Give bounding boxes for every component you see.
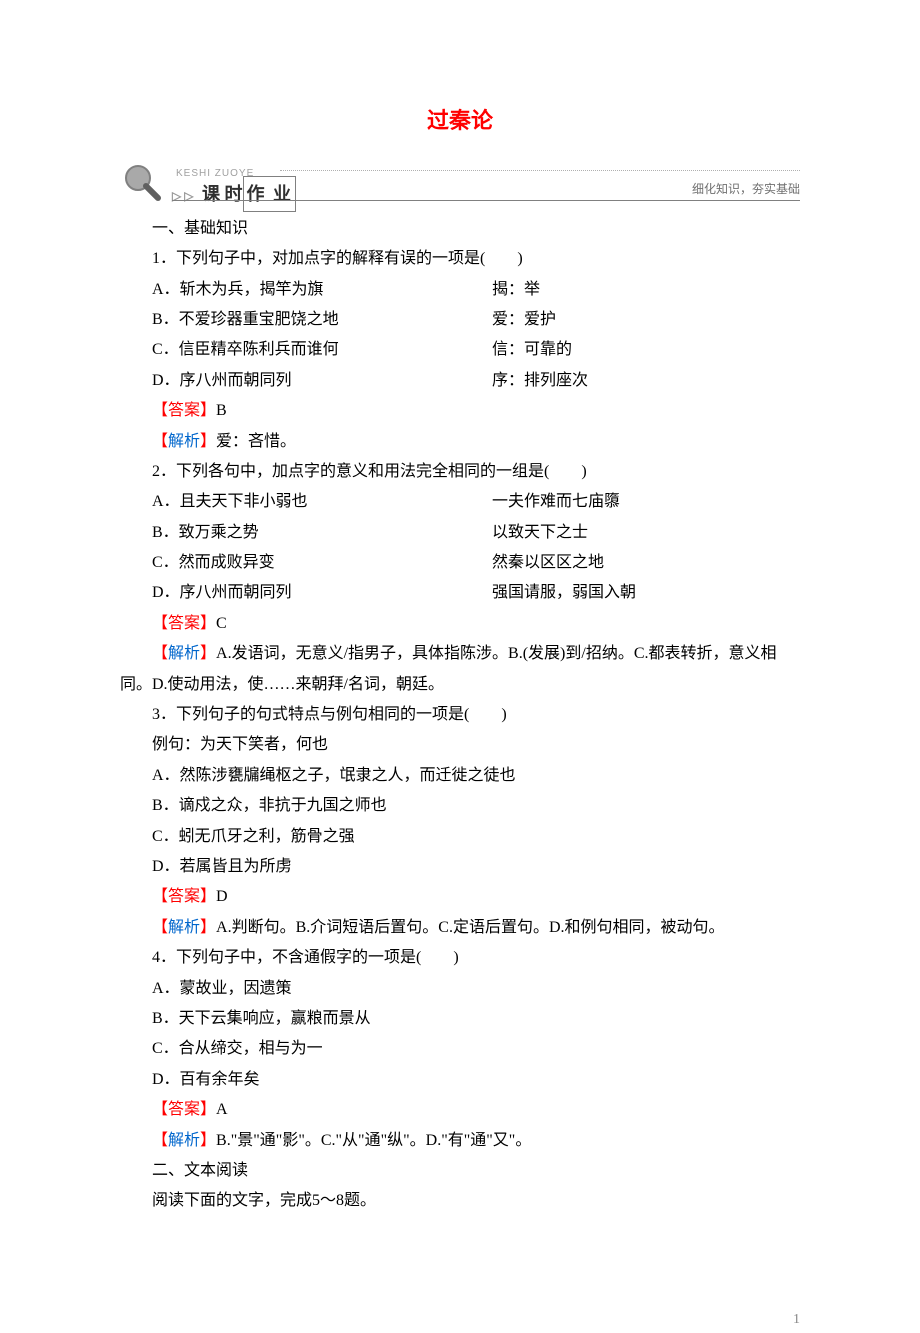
document-title: 过秦论 <box>120 100 800 142</box>
option-row: A．斩木为兵，揭竿为旗 揭：举 <box>120 275 800 305</box>
banner-label-part1: 课 时 <box>202 184 243 204</box>
banner-underline <box>172 200 800 201</box>
banner-label: ▷ ▷ 课 时作 业 <box>172 176 297 212</box>
analysis-text: B."景"通"影"。C."从"通"纵"。D."有"通"又"。 <box>216 1132 531 1149</box>
option-right: 序：排列座次 <box>460 366 800 396</box>
jiexi-bracket: 【 <box>152 919 168 936</box>
option-right: 一夫作难而七庙隳 <box>460 487 800 517</box>
jiexi-bracket: 】 <box>200 919 216 936</box>
answer-value: D <box>216 888 228 905</box>
jiexi-bracket: 】 <box>200 645 216 662</box>
option-row: D．序八州而朝同列 序：排列座次 <box>120 366 800 396</box>
banner-subtitle: 细化知识，夯实基础 <box>692 178 800 201</box>
answer-value: A <box>216 1101 228 1118</box>
jiexi-word: 解析 <box>168 433 200 450</box>
jiexi-bracket: 】 <box>200 1132 216 1149</box>
option-left: D．序八州而朝同列 <box>120 366 460 396</box>
jiexi-bracket: 【 <box>152 645 168 662</box>
section-header: 一、基础知识 <box>120 214 800 244</box>
option-right: 然秦以区区之地 <box>460 548 800 578</box>
reading-instruction: 阅读下面的文字，完成5～8题。 <box>120 1186 800 1216</box>
option-row: D．序八州而朝同列 强国请服，弱国入朝 <box>120 578 800 608</box>
question-stem: 4．下列句子中，不含通假字的一项是( ) <box>120 943 800 973</box>
analysis-text: A.发语词，无意义/指男子，具体指陈涉。B.(发展)到/招纳。C.都表转折，意义… <box>120 645 777 692</box>
jiexi-word: 解析 <box>168 919 200 936</box>
analysis-text: 爱：吝惜。 <box>216 433 296 450</box>
option-left: B．不爱珍器重宝肥饶之地 <box>120 305 460 335</box>
option-left: B．致万乘之势 <box>120 518 460 548</box>
page-number: 1 <box>0 1257 920 1333</box>
option-right: 信：可靠的 <box>460 335 800 365</box>
analysis-text: A.判断句。B.介词短语后置句。C.定语后置句。D.和例句相同，被动句。 <box>216 919 724 936</box>
analysis-line: 【解析】B."景"通"影"。C."从"通"纵"。D."有"通"又"。 <box>120 1126 800 1156</box>
option-row: C．然而成败异变 然秦以区区之地 <box>120 548 800 578</box>
option-line: A．然陈涉甕牖绳枢之子，氓隶之人，而迁徙之徒也 <box>120 761 800 791</box>
option-right: 爱：爱护 <box>460 305 800 335</box>
jiexi-word: 解析 <box>168 1132 200 1149</box>
option-right: 揭：举 <box>460 275 800 305</box>
example-sentence: 例句：为天下笑者，何也 <box>120 730 800 760</box>
answer-label: 【答案】 <box>152 1101 216 1118</box>
jiexi-bracket: 【 <box>152 1132 168 1149</box>
answer-label: 【答案】 <box>152 615 216 632</box>
option-row: B．致万乘之势 以致天下之士 <box>120 518 800 548</box>
jiexi-word: 解析 <box>168 645 200 662</box>
section-header: 二、文本阅读 <box>120 1156 800 1186</box>
answer-label: 【答案】 <box>152 402 216 419</box>
option-right: 以致天下之士 <box>460 518 800 548</box>
option-left: D．序八州而朝同列 <box>120 578 460 608</box>
banner-label-part2: 作 业 <box>243 176 296 212</box>
analysis-line: 【解析】爱：吝惜。 <box>120 427 800 457</box>
option-left: A．斩木为兵，揭竿为旗 <box>120 275 460 305</box>
option-left: A．且夫天下非小弱也 <box>120 487 460 517</box>
option-row: B．不爱珍器重宝肥饶之地 爱：爱护 <box>120 305 800 335</box>
option-line: C．合从缔交，相与为一 <box>120 1034 800 1064</box>
question-stem: 2．下列各句中，加点字的意义和用法完全相同的一组是( ) <box>120 457 800 487</box>
answer-line: 【答案】C <box>120 609 800 639</box>
section-banner: KESHI ZUOYE ▷ ▷ 课 时作 业 细化知识，夯实基础 <box>120 160 800 204</box>
option-line: A．蒙故业，因遗策 <box>120 974 800 1004</box>
option-left: C．信臣精卒陈利兵而谁何 <box>120 335 460 365</box>
option-row: C．信臣精卒陈利兵而谁何 信：可靠的 <box>120 335 800 365</box>
answer-line: 【答案】D <box>120 882 800 912</box>
option-left: C．然而成败异变 <box>120 548 460 578</box>
option-line: B．谪戍之众，非抗于九国之师也 <box>120 791 800 821</box>
question-stem: 1．下列句子中，对加点字的解释有误的一项是( ) <box>120 244 800 274</box>
answer-line: 【答案】B <box>120 396 800 426</box>
option-line: D．若属皆且为所虏 <box>120 852 800 882</box>
option-line: B．天下云集响应，赢粮而景从 <box>120 1004 800 1034</box>
answer-label: 【答案】 <box>152 888 216 905</box>
jiexi-bracket: 【 <box>152 433 168 450</box>
analysis-line: 【解析】A.发语词，无意义/指男子，具体指陈涉。B.(发展)到/招纳。C.都表转… <box>120 639 800 700</box>
option-row: A．且夫天下非小弱也 一夫作难而七庙隳 <box>120 487 800 517</box>
analysis-line: 【解析】A.判断句。B.介词短语后置句。C.定语后置句。D.和例句相同，被动句。 <box>120 913 800 943</box>
answer-line: 【答案】A <box>120 1095 800 1125</box>
answer-value: B <box>216 402 227 419</box>
option-right: 强国请服，弱国入朝 <box>460 578 800 608</box>
magnifier-icon <box>120 160 164 204</box>
option-line: D．百有余年矣 <box>120 1065 800 1095</box>
option-line: C．蚓无爪牙之利，筋骨之强 <box>120 822 800 852</box>
jiexi-bracket: 】 <box>200 433 216 450</box>
answer-value: C <box>216 615 227 632</box>
banner-dotted-line <box>280 170 800 171</box>
question-stem: 3．下列句子的句式特点与例句相同的一项是( ) <box>120 700 800 730</box>
